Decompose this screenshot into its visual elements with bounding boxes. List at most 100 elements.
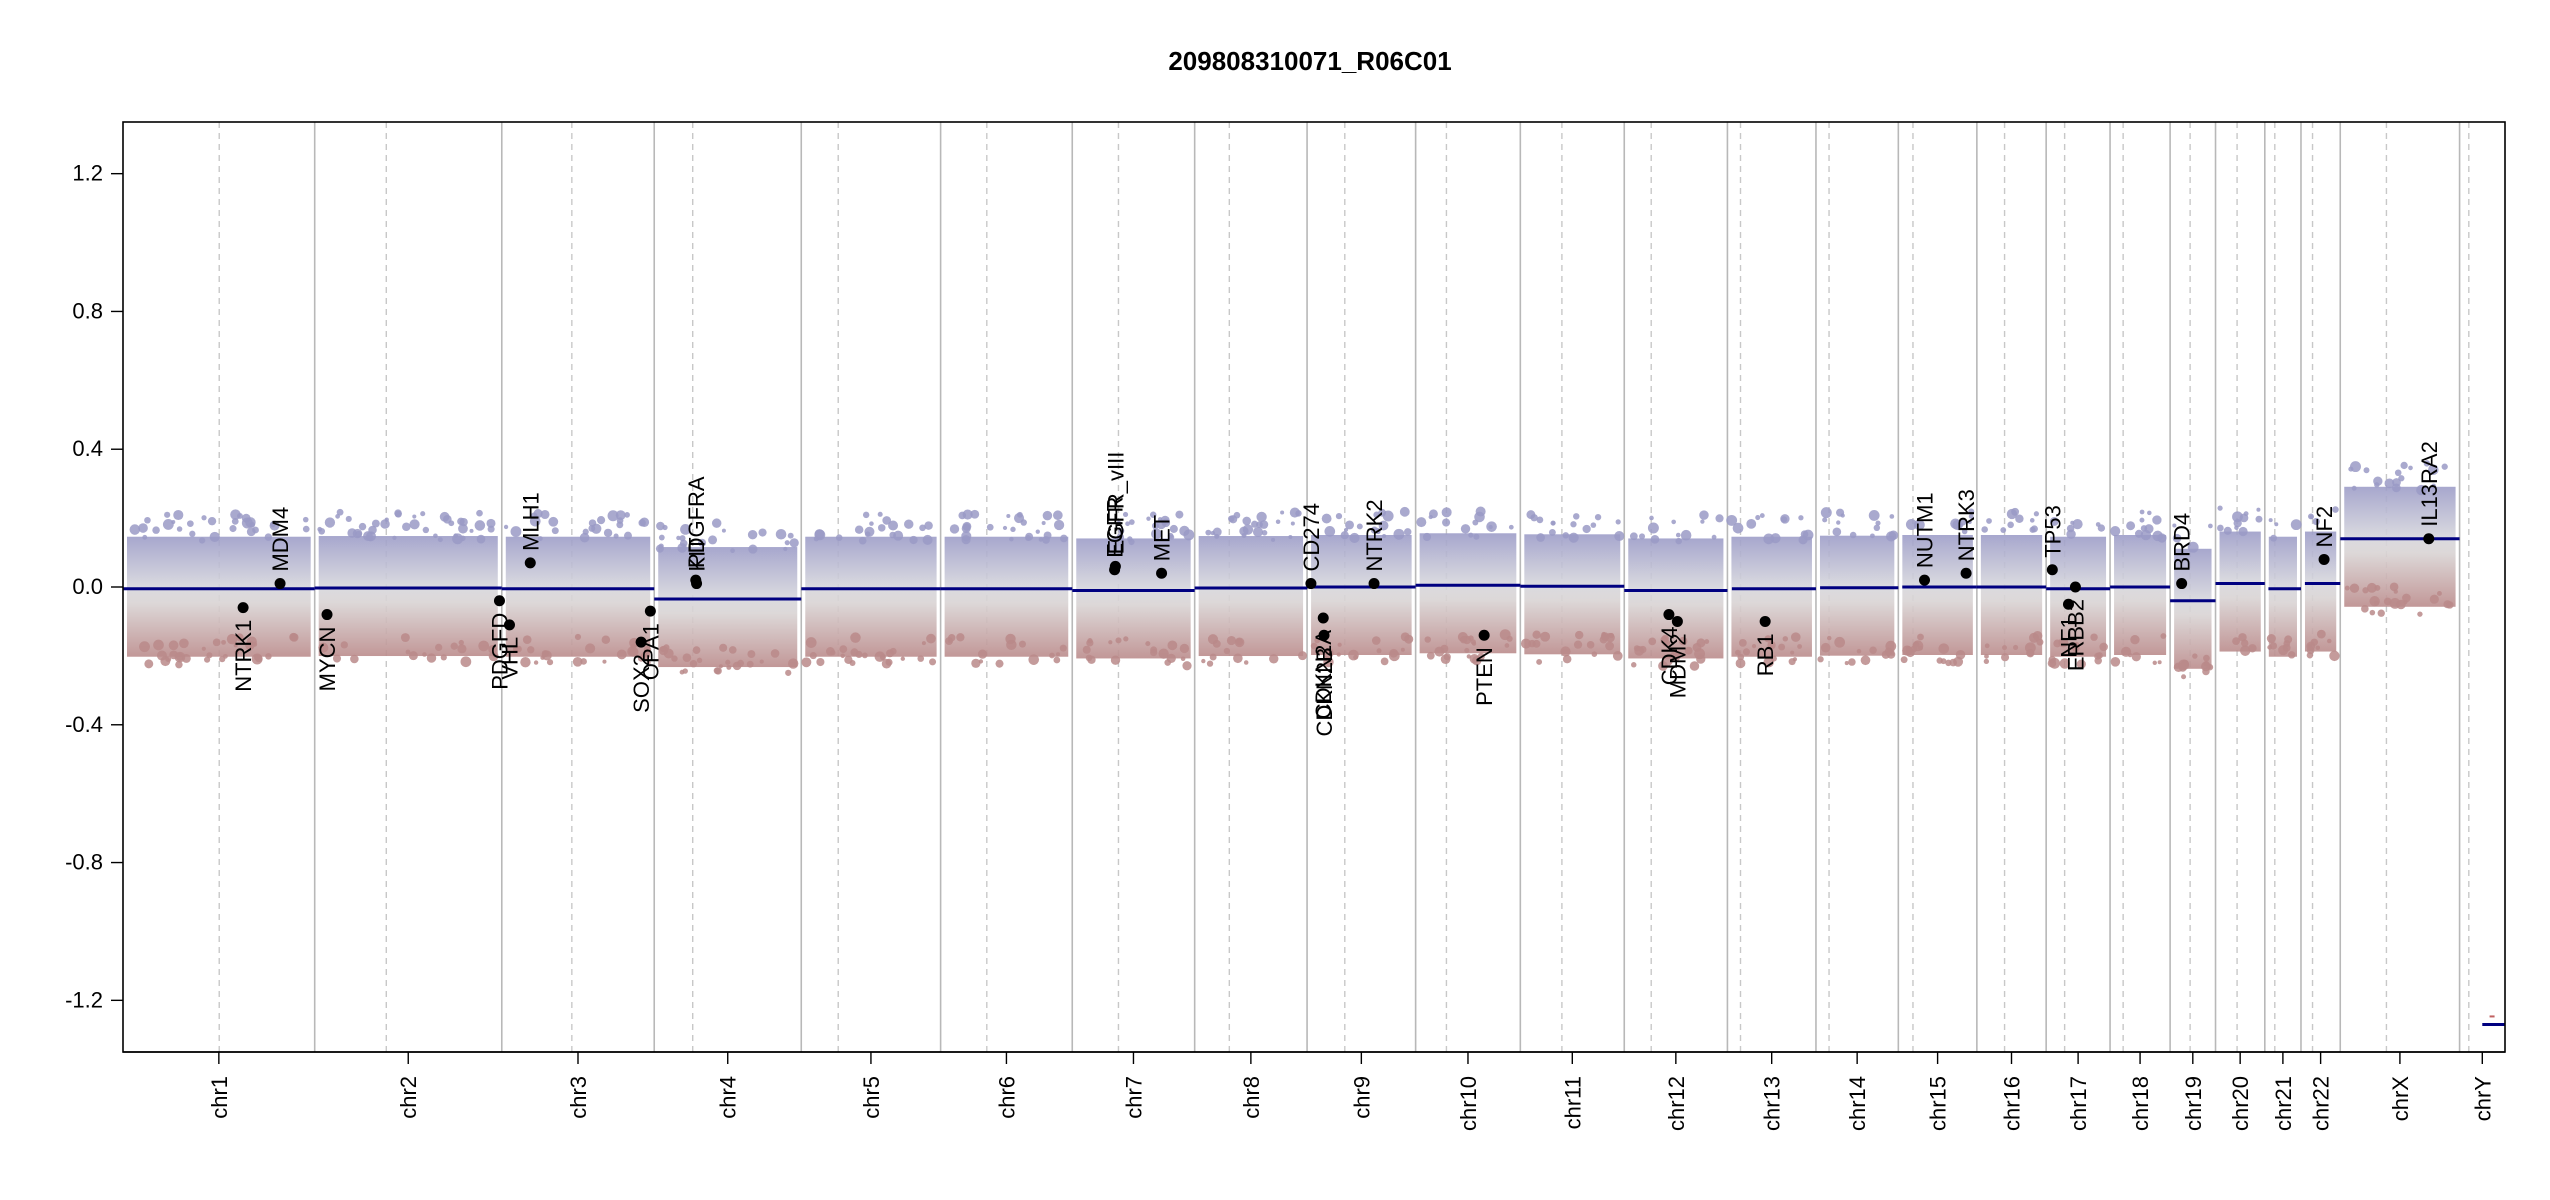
probe-point	[1422, 532, 1432, 542]
probe-point	[2384, 478, 2395, 489]
probe-point	[607, 510, 619, 522]
probe-point	[1182, 661, 1192, 671]
probe-point	[1375, 529, 1381, 535]
probe-point	[1156, 519, 1167, 530]
probe-point	[948, 634, 956, 642]
gene-label: NTRK3	[1954, 489, 1979, 561]
probe-point	[355, 530, 362, 538]
gene-label: NTRK2	[1362, 499, 1387, 571]
probe-point	[1961, 528, 1968, 535]
probe-point	[1902, 645, 1913, 656]
probe-point	[1441, 507, 1452, 518]
probe-point	[680, 524, 691, 535]
probe-point	[1639, 533, 1646, 540]
probe-point	[1389, 650, 1400, 662]
probe-point	[437, 537, 443, 543]
probe-point	[1591, 651, 1598, 657]
probe-point	[788, 658, 799, 669]
probe-point	[2152, 660, 2157, 665]
probe-point	[579, 532, 590, 543]
probe-point	[363, 531, 373, 541]
probe-point	[1959, 518, 1967, 526]
probe-point	[2140, 529, 2152, 541]
probe-point	[962, 521, 972, 531]
probe-point	[737, 659, 745, 667]
y-tick-label: 0.0	[72, 574, 103, 599]
probe-point	[900, 656, 905, 661]
probe-point	[784, 540, 790, 546]
x-tick-label: chr20	[2228, 1076, 2253, 1131]
probe-point	[601, 635, 611, 644]
probe-point	[551, 527, 559, 535]
probe-point	[1759, 513, 1765, 519]
gene-label: CD274	[1299, 503, 1324, 571]
probe-point	[1504, 643, 1510, 648]
probe-point	[420, 511, 426, 517]
probe-point	[1166, 653, 1176, 663]
probe-point	[2059, 658, 2070, 669]
probe-point	[435, 643, 443, 652]
probe-point	[1938, 643, 1950, 654]
probe-point	[1115, 637, 1122, 644]
probe-point	[1968, 513, 1974, 519]
probe-point	[574, 633, 582, 641]
probe-point	[1822, 517, 1828, 523]
probe-point	[520, 657, 531, 668]
probe-point	[405, 649, 411, 655]
probe-point	[458, 523, 468, 534]
probe-point	[1009, 536, 1014, 542]
probe-point	[1536, 659, 1543, 665]
probe-point	[1233, 653, 1243, 664]
probe-point	[759, 659, 764, 664]
probe-point	[2139, 509, 2145, 515]
gene-marker	[1305, 578, 1317, 590]
probe-point	[1848, 658, 1856, 666]
probe-point	[725, 659, 731, 665]
probe-point	[1981, 526, 1988, 533]
probe-point	[1889, 514, 1895, 519]
probe-point	[2431, 483, 2437, 489]
probe-point	[1746, 518, 1757, 529]
gene-marker	[635, 636, 647, 648]
probe-point	[1382, 534, 1387, 539]
probe-point	[1672, 650, 1682, 660]
probe-point	[697, 538, 707, 547]
probe-point	[646, 660, 651, 665]
probe-point	[591, 523, 602, 534]
probe-point	[2033, 511, 2040, 517]
probe-point	[676, 535, 681, 541]
probe-point	[2001, 653, 2010, 662]
probe-point	[886, 649, 894, 658]
gene-label: TP53	[2040, 505, 2065, 558]
gene-label: SOX2	[629, 654, 654, 713]
probe-point	[206, 652, 213, 659]
probe-point	[1984, 653, 1989, 659]
probe-point	[1016, 511, 1023, 518]
probe-point	[231, 517, 239, 525]
probe-point	[1755, 515, 1761, 521]
probe-point	[1692, 642, 1702, 652]
probe-point	[181, 653, 191, 663]
probe-point	[503, 524, 509, 530]
probe-point	[748, 544, 758, 554]
x-tick-label: chr11	[1560, 1076, 1585, 1129]
x-tick-label: chr15	[1926, 1076, 1951, 1131]
gene-label: NUTM1	[1913, 492, 1938, 568]
probe-point	[2208, 523, 2213, 529]
gene-label: ERBB2	[2063, 599, 2088, 671]
probe-point	[747, 650, 756, 659]
probe-point	[2233, 519, 2242, 528]
probe-point	[1475, 506, 1486, 517]
x-tick-label: chr21	[2271, 1076, 2296, 1131]
probe-point	[2029, 518, 2035, 523]
gene-marker	[2423, 533, 2435, 545]
probe-point	[1605, 641, 1615, 651]
probe-point	[336, 508, 344, 516]
probe-point	[682, 653, 692, 662]
probe-point	[400, 633, 410, 643]
probe-point	[1886, 531, 1897, 542]
probe-point	[457, 517, 465, 526]
probe-point	[1631, 662, 1637, 668]
probe-point	[2047, 659, 2057, 668]
probe-point	[1169, 524, 1178, 533]
